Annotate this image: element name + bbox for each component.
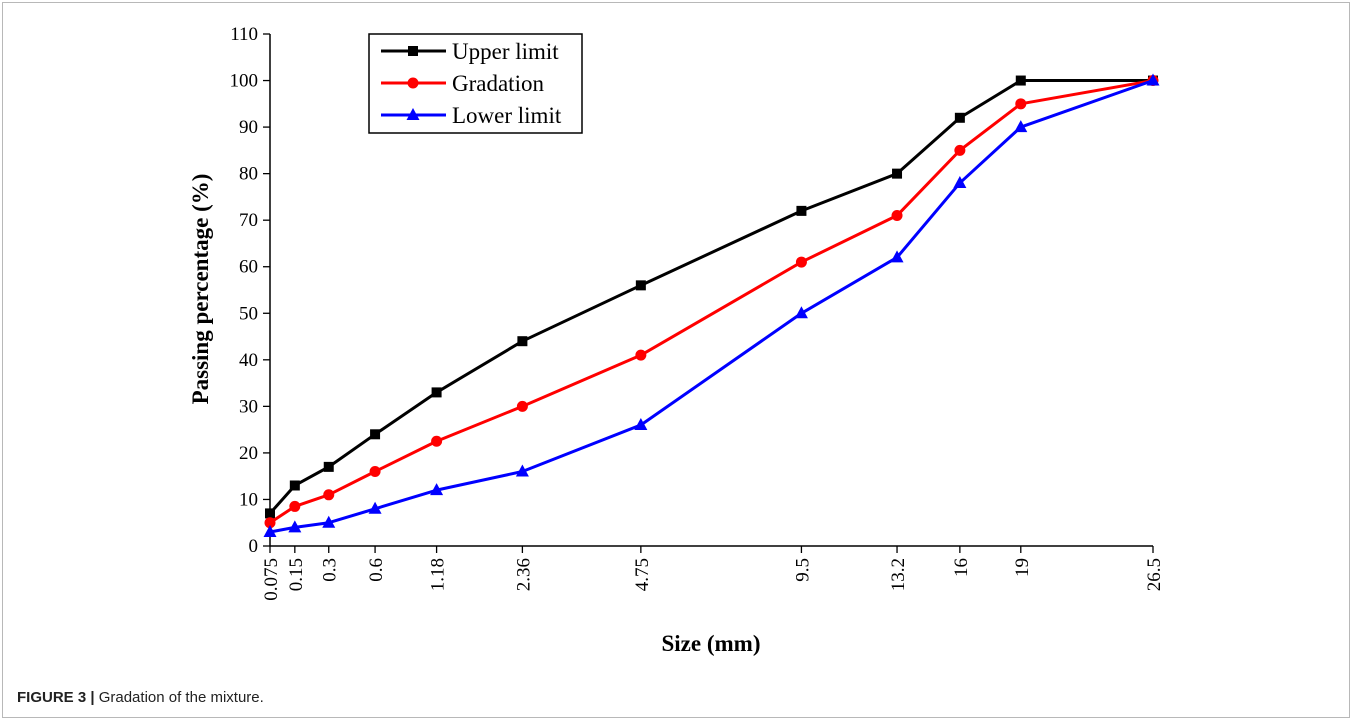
data-point-lower-limit [368, 501, 382, 514]
series-line-upper-limit [268, 79, 1153, 515]
y-tick-label: 10 [239, 489, 258, 510]
series-line-gradation [269, 79, 1154, 524]
x-tick-label: 2.36 [513, 558, 534, 591]
x-tick-label: 0.075 [261, 558, 282, 601]
caption-text: Gradation of the mixture. [94, 689, 264, 706]
data-point-gradation [369, 466, 381, 478]
x-tick-label: 0.3 [320, 558, 341, 582]
y-tick-label: 90 [239, 117, 258, 138]
legend-marker-upper-limit [408, 46, 418, 56]
y-tick-label: 0 [249, 536, 259, 557]
x-tick-label: 9.5 [792, 558, 813, 582]
data-point-gradation [954, 144, 966, 156]
data-point-gradation [635, 349, 647, 361]
y-tick-label: 100 [230, 71, 259, 92]
x-tick-label: 26.5 [1144, 558, 1165, 591]
y-tick-label: 70 [239, 210, 258, 231]
data-point-upper-limit [796, 205, 807, 216]
data-point-lower-limit [322, 515, 336, 528]
data-point-gradation [1015, 98, 1027, 110]
x-tick-label: 1.18 [428, 558, 449, 591]
figure-caption: FIGURE 3 | Gradation of the mixture. [17, 689, 264, 706]
data-point-gradation [516, 400, 528, 412]
data-point-upper-limit [370, 429, 381, 440]
data-point-upper-limit [635, 280, 646, 291]
gradation-chart: 0 10 20 30 40 50 60 70 80 90 100 110 0.075 0.15 0.3 0.6… [188, 24, 1166, 656]
axes: 0 10 20 30 40 50 60 70 80 90 100 110 0.075 0.15 0.3 0.6… [230, 24, 1166, 601]
series-upper-limit [265, 75, 1158, 519]
data-point-gradation [431, 435, 443, 447]
y-tick-label: 50 [239, 303, 258, 324]
data-point-gradation [795, 256, 807, 268]
series-lower-limit [263, 73, 1160, 538]
data-point-upper-limit [892, 168, 903, 179]
legend-label-upper-limit: Upper limit [452, 39, 559, 64]
data-point-lower-limit [430, 483, 444, 496]
data-point-upper-limit [1015, 75, 1026, 86]
y-tick-label: 40 [239, 350, 258, 371]
y-axis-label: Passing percentage (%) [188, 174, 213, 405]
data-point-lower-limit [634, 417, 648, 430]
data-point-gradation [323, 489, 335, 501]
y-tick-label: 20 [239, 443, 258, 464]
data-point-upper-limit [289, 480, 300, 491]
data-point-lower-limit [1014, 120, 1028, 133]
data-point-lower-limit [288, 520, 302, 533]
data-point-upper-limit [517, 336, 528, 347]
legend: Upper limit Gradation Lower limit [368, 33, 583, 134]
data-point-lower-limit [794, 306, 808, 319]
data-point-upper-limit [265, 508, 275, 519]
x-tick-label: 0.6 [366, 558, 387, 582]
legend-marker-lower-limit [406, 108, 420, 120]
x-tick-label: 16 [951, 558, 972, 577]
data-point-lower-limit [1146, 73, 1160, 86]
data-point-lower-limit [263, 525, 277, 538]
data-point-lower-limit [953, 175, 967, 188]
y-tick-label: 60 [239, 257, 258, 278]
x-axis-label: Size (mm) [662, 631, 761, 656]
y-tick-label: 110 [230, 24, 258, 45]
caption-label: FIGURE 3 | [17, 689, 95, 706]
x-tick-label: 4.75 [632, 558, 653, 591]
y-tick-label: 30 [239, 396, 258, 417]
x-tick-label: 13.2 [888, 558, 909, 591]
data-point-lower-limit [890, 250, 904, 263]
legend-label-gradation: Gradation [452, 71, 544, 96]
series-layer [263, 73, 1160, 538]
series-line-lower-limit [269, 79, 1154, 534]
data-point-gradation [264, 517, 276, 529]
data-point-gradation [891, 210, 903, 222]
data-point-upper-limit [431, 387, 442, 398]
series-gradation [264, 75, 1159, 529]
data-point-lower-limit [515, 464, 529, 477]
legend-marker-gradation [407, 77, 419, 89]
x-tick-label: 19 [1012, 558, 1033, 577]
data-point-upper-limit [323, 461, 334, 472]
legend-label-lower-limit: Lower limit [452, 103, 562, 128]
y-tick-label: 80 [239, 164, 258, 185]
data-point-gradation [289, 500, 301, 512]
data-point-upper-limit [954, 112, 965, 123]
x-tick-label: 0.15 [286, 558, 307, 591]
